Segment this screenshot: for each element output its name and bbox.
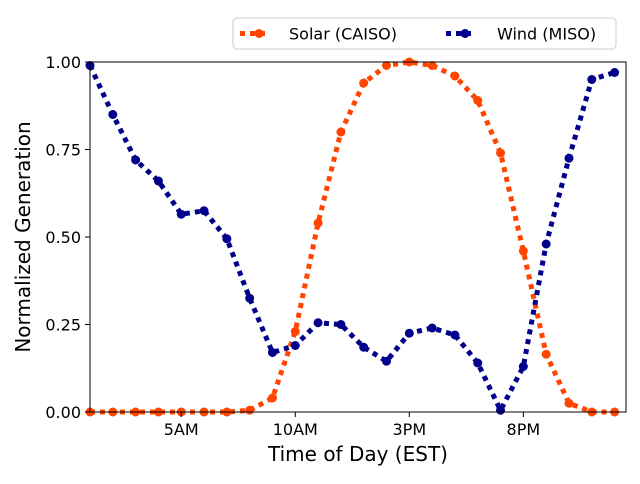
data-point [450,330,460,340]
series-line [87,64,616,416]
legend-label: Solar (CAISO) [289,25,397,44]
data-point [541,349,551,359]
data-point [153,176,163,186]
y-tick-label: 0.25 [45,316,81,335]
data-point [313,218,323,228]
data-point [427,61,437,70]
data-point [518,362,528,371]
data-point [336,127,346,137]
data-point [496,405,506,415]
data-point [564,398,574,408]
data-point [176,209,186,219]
data-point [245,293,255,303]
axes-layer: 5AM 10AM 3PM 8PM 0.00 0.25 0.50 0.75 1.00 [45,53,540,439]
data-point [267,393,277,403]
data-point [587,75,597,84]
data-point [290,341,300,350]
plot-frame [89,61,627,413]
data-point [564,153,574,163]
data-point [267,348,277,357]
data-point [131,155,141,165]
x-tick-label: 10AM [273,420,318,439]
data-point [382,61,392,70]
data-point [359,342,369,352]
data-point [427,323,437,333]
data-point [473,96,483,105]
series-line [90,59,615,415]
series-solar [85,57,620,417]
series-layer [85,57,620,417]
legend-label: Wind (MISO) [497,25,596,44]
x-axis-label: Time of Day (EST) [267,442,448,466]
y-axis-label: Normalized Generation [11,121,35,352]
data-point [382,356,392,366]
data-point [222,234,232,244]
data-point [541,239,551,249]
data-point [518,246,528,256]
data-point [473,358,483,368]
x-tick-label: 8PM [507,420,541,439]
legend: Solar (CAISO) Wind (MISO) [232,17,617,50]
x-tick-label: 5AM [164,420,199,439]
x-tick-label: 3PM [392,420,426,439]
data-point [199,206,209,216]
legend-box [232,17,617,50]
data-point [404,328,414,338]
series-wind [85,61,620,416]
data-point [496,148,506,158]
data-point [245,405,255,415]
data-point [359,78,369,88]
y-tick-label: 1.00 [45,53,81,72]
y-tick-label: 0.00 [45,403,81,422]
data-point [313,318,323,328]
data-point [290,327,300,336]
data-point [450,71,460,81]
data-point [108,110,118,119]
y-tick-label: 0.50 [45,228,81,247]
y-tick-label: 0.75 [45,141,81,160]
data-point [610,68,620,77]
data-point [336,320,346,329]
legend-swatch-marker [254,29,264,38]
legend-swatch-marker [460,29,470,38]
